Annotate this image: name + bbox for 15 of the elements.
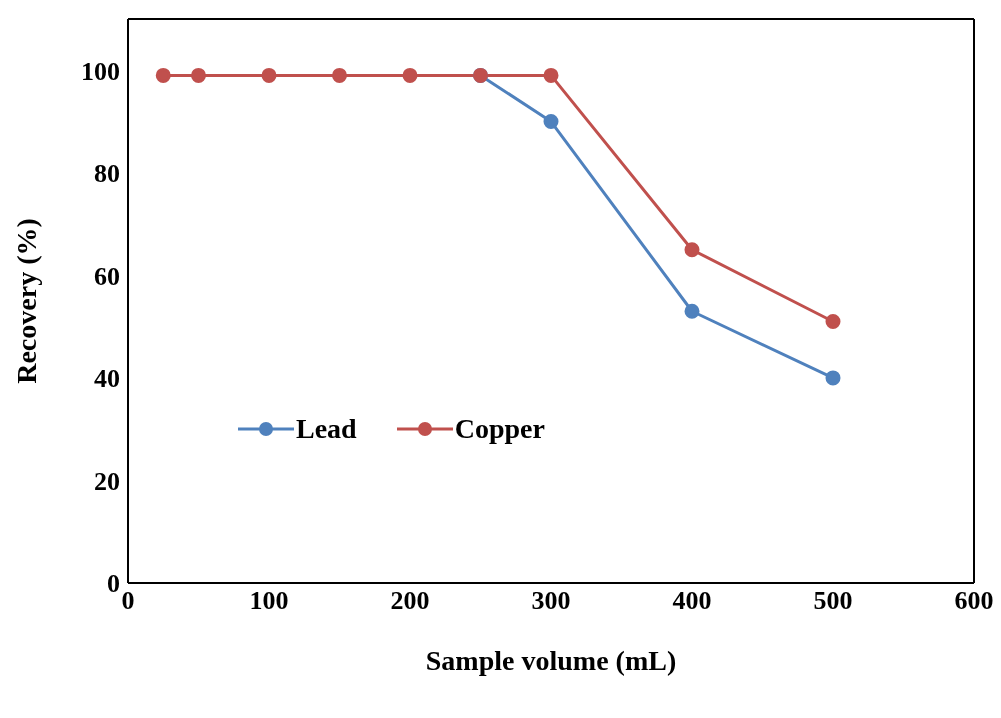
y-axis-title: Recovery (%) xyxy=(10,218,42,384)
legend-label: Lead xyxy=(296,413,357,445)
x-tick-label: 300 xyxy=(531,586,571,616)
x-tick-label: 600 xyxy=(954,586,994,616)
y-tick-label: 60 xyxy=(94,261,120,291)
x-tick-label: 400 xyxy=(672,586,712,616)
x-tick-label: 500 xyxy=(813,586,853,616)
y-tick-label: 20 xyxy=(94,466,120,496)
y-tick-label: 100 xyxy=(81,56,120,86)
x-axis-title: Sample volume (mL) xyxy=(425,645,677,676)
legend-label: Copper xyxy=(454,413,545,445)
x-tick-label: 200 xyxy=(390,586,430,616)
y-tick-label: 80 xyxy=(94,159,120,189)
x-tick-label: 100 xyxy=(249,586,289,616)
y-tick-label: 40 xyxy=(94,364,120,394)
